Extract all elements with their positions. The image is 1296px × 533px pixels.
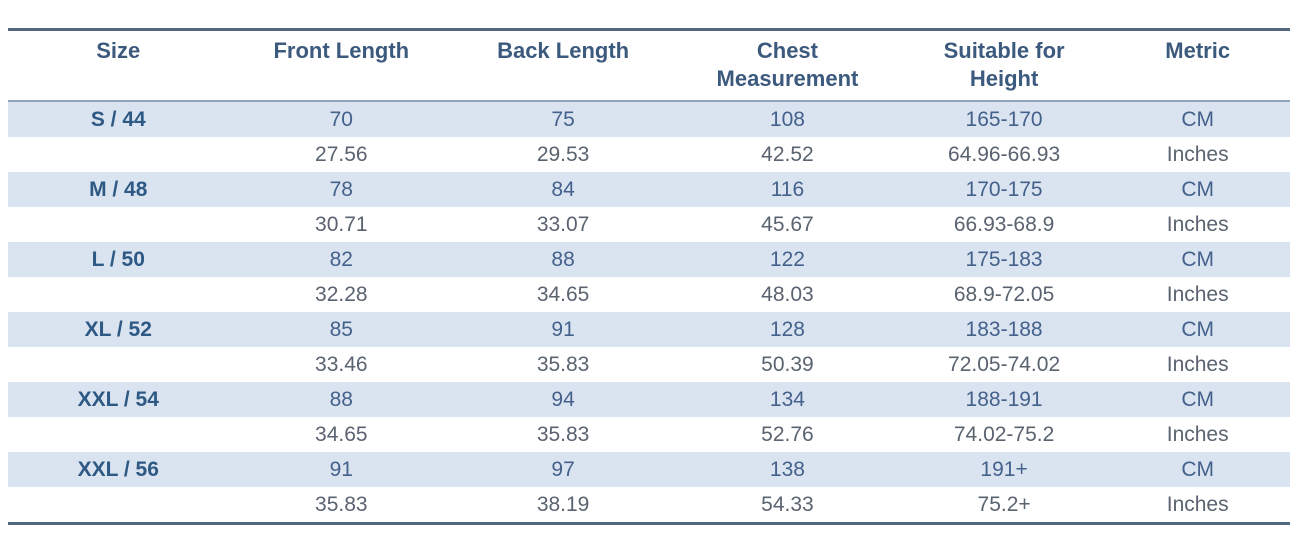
front-length-cell: 70 — [228, 101, 455, 137]
front-length-cell: 85 — [228, 312, 455, 347]
chest-measurement-cell: 42.52 — [672, 137, 903, 172]
size-cell — [8, 207, 229, 242]
column-header: Size — [8, 29, 229, 102]
suitable-height-cell: 191+ — [902, 452, 1106, 487]
front-length-cell: 82 — [228, 242, 455, 277]
back-length-cell: 38.19 — [454, 487, 673, 524]
metric-cell: Inches — [1105, 347, 1290, 382]
back-length-cell: 97 — [454, 452, 673, 487]
metric-cell: Inches — [1105, 417, 1290, 452]
suitable-height-cell: 183-188 — [902, 312, 1106, 347]
column-header: Chest Measurement — [672, 29, 903, 102]
column-header: Back Length — [454, 29, 673, 102]
back-length-cell: 33.07 — [454, 207, 673, 242]
back-length-cell: 88 — [454, 242, 673, 277]
chest-measurement-cell: 48.03 — [672, 277, 903, 312]
metric-cell: Inches — [1105, 207, 1290, 242]
size-cell — [8, 137, 229, 172]
chest-measurement-cell: 45.67 — [672, 207, 903, 242]
size-chart-table: Size Front Length Back Length Chest Meas… — [8, 28, 1290, 525]
suitable-height-cell: 188-191 — [902, 382, 1106, 417]
front-length-cell: 35.83 — [228, 487, 455, 524]
metric-cell: Inches — [1105, 277, 1290, 312]
front-length-cell: 27.56 — [228, 137, 455, 172]
column-header: Metric — [1105, 29, 1290, 102]
column-header: Front Length — [228, 29, 455, 102]
metric-cell: CM — [1105, 101, 1290, 137]
table-row: 34.65 35.83 52.76 74.02-75.2 Inches — [8, 417, 1290, 452]
table-row: 27.56 29.53 42.52 64.96-66.93 Inches — [8, 137, 1290, 172]
table-header-row: Size Front Length Back Length Chest Meas… — [8, 29, 1290, 102]
chest-measurement-cell: 50.39 — [672, 347, 903, 382]
size-cell — [8, 487, 229, 524]
metric-cell: CM — [1105, 452, 1290, 487]
size-cell: XXL / 56 — [8, 452, 229, 487]
suitable-height-cell: 72.05-74.02 — [902, 347, 1106, 382]
metric-cell: CM — [1105, 312, 1290, 347]
size-cell — [8, 277, 229, 312]
suitable-height-cell: 68.9-72.05 — [902, 277, 1106, 312]
metric-cell: CM — [1105, 242, 1290, 277]
metric-cell: CM — [1105, 382, 1290, 417]
suitable-height-cell: 165-170 — [902, 101, 1106, 137]
size-cell — [8, 417, 229, 452]
size-cell: XXL / 54 — [8, 382, 229, 417]
metric-cell: Inches — [1105, 137, 1290, 172]
size-cell: M / 48 — [8, 172, 229, 207]
suitable-height-cell: 175-183 — [902, 242, 1106, 277]
chest-measurement-cell: 108 — [672, 101, 903, 137]
front-length-cell: 34.65 — [228, 417, 455, 452]
front-length-cell: 32.28 — [228, 277, 455, 312]
chest-measurement-cell: 116 — [672, 172, 903, 207]
table-row: M / 48 78 84 116 170-175 CM — [8, 172, 1290, 207]
suitable-height-cell: 170-175 — [902, 172, 1106, 207]
back-length-cell: 94 — [454, 382, 673, 417]
front-length-cell: 30.71 — [228, 207, 455, 242]
table-row: L / 50 82 88 122 175-183 CM — [8, 242, 1290, 277]
table-row: 35.83 38.19 54.33 75.2+ Inches — [8, 487, 1290, 524]
suitable-height-cell: 75.2+ — [902, 487, 1106, 524]
table-row: 33.46 35.83 50.39 72.05-74.02 Inches — [8, 347, 1290, 382]
chest-measurement-cell: 54.33 — [672, 487, 903, 524]
chest-measurement-cell: 128 — [672, 312, 903, 347]
back-length-cell: 75 — [454, 101, 673, 137]
chest-measurement-cell: 122 — [672, 242, 903, 277]
suitable-height-cell: 74.02-75.2 — [902, 417, 1106, 452]
table-row: XXL / 54 88 94 134 188-191 CM — [8, 382, 1290, 417]
front-length-cell: 91 — [228, 452, 455, 487]
chest-measurement-cell: 134 — [672, 382, 903, 417]
table-row: S / 44 70 75 108 165-170 CM — [8, 101, 1290, 137]
back-length-cell: 34.65 — [454, 277, 673, 312]
back-length-cell: 91 — [454, 312, 673, 347]
metric-cell: CM — [1105, 172, 1290, 207]
chest-measurement-cell: 52.76 — [672, 417, 903, 452]
table-row: 32.28 34.65 48.03 68.9-72.05 Inches — [8, 277, 1290, 312]
front-length-cell: 88 — [228, 382, 455, 417]
suitable-height-cell: 66.93-68.9 — [902, 207, 1106, 242]
back-length-cell: 35.83 — [454, 417, 673, 452]
size-cell: XL / 52 — [8, 312, 229, 347]
suitable-height-cell: 64.96-66.93 — [902, 137, 1106, 172]
size-cell: L / 50 — [8, 242, 229, 277]
front-length-cell: 33.46 — [228, 347, 455, 382]
size-cell: S / 44 — [8, 101, 229, 137]
column-header: Suitable for Height — [902, 29, 1106, 102]
size-cell — [8, 347, 229, 382]
back-length-cell: 84 — [454, 172, 673, 207]
chest-measurement-cell: 138 — [672, 452, 903, 487]
front-length-cell: 78 — [228, 172, 455, 207]
table-row: 30.71 33.07 45.67 66.93-68.9 Inches — [8, 207, 1290, 242]
back-length-cell: 35.83 — [454, 347, 673, 382]
back-length-cell: 29.53 — [454, 137, 673, 172]
metric-cell: Inches — [1105, 487, 1290, 524]
table-row: XXL / 56 91 97 138 191+ CM — [8, 452, 1290, 487]
table-row: XL / 52 85 91 128 183-188 CM — [8, 312, 1290, 347]
